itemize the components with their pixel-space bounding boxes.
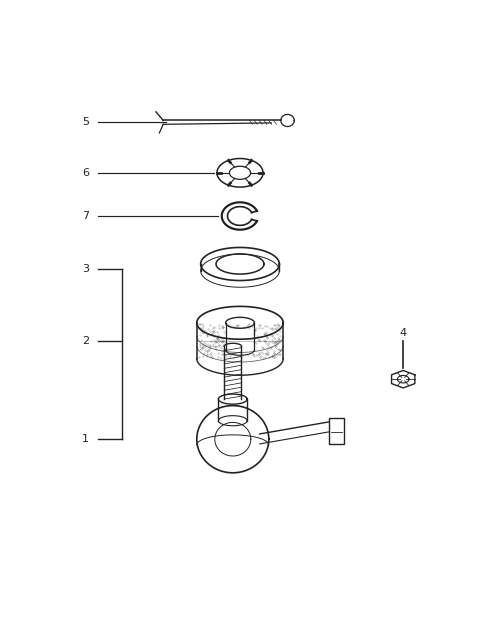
Text: 5: 5 [82, 117, 89, 127]
Text: 2: 2 [82, 336, 89, 346]
Bar [329, 417, 344, 444]
Text: 6: 6 [82, 168, 89, 178]
Text: 4: 4 [400, 328, 407, 338]
Text: 3: 3 [82, 264, 89, 274]
Text: 7: 7 [82, 211, 89, 221]
Text: 1: 1 [82, 434, 89, 444]
